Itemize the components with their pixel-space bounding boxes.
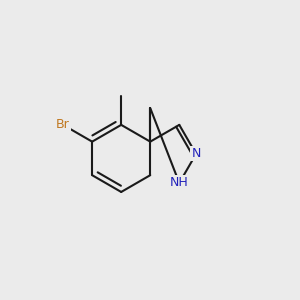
Text: NH: NH [170, 176, 189, 190]
Text: Br: Br [56, 118, 70, 131]
Text: N: N [191, 147, 201, 161]
